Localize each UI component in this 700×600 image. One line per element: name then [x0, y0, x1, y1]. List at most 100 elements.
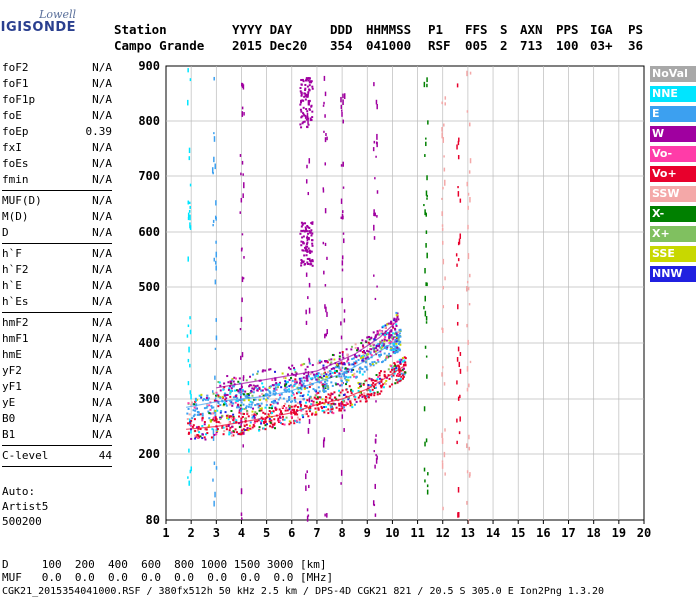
- trace-point: [274, 387, 277, 390]
- trace-point: [187, 422, 190, 425]
- trace-point: [379, 340, 382, 343]
- trace-point: [392, 349, 395, 352]
- trace-point: [282, 376, 285, 379]
- streak-point: [426, 77, 428, 83]
- trace-point: [314, 413, 317, 416]
- trace-point: [354, 346, 357, 349]
- block-point: [301, 249, 304, 252]
- trace-point: [346, 391, 349, 394]
- trace-point: [331, 399, 334, 402]
- trace-point: [261, 370, 264, 373]
- streak-point: [373, 450, 376, 453]
- trace-point: [289, 384, 292, 387]
- streak-point: [343, 428, 345, 432]
- trace-point: [232, 430, 235, 433]
- trace-point: [370, 378, 373, 381]
- streak-point: [376, 285, 378, 288]
- trace-point: [268, 390, 271, 393]
- trace-point: [187, 432, 190, 435]
- trace-point: [277, 420, 280, 423]
- param-value: N/A: [92, 396, 112, 409]
- trace-point: [240, 409, 243, 412]
- streak-point: [308, 357, 310, 361]
- block-point: [301, 122, 304, 125]
- trace-point: [336, 366, 339, 369]
- trace-point: [237, 422, 240, 425]
- trace-point: [392, 351, 395, 354]
- trace-point: [357, 389, 360, 392]
- trace-point: [254, 411, 257, 414]
- trace-point: [211, 412, 214, 415]
- legend-ssw: SSW: [650, 186, 696, 202]
- trace-point: [390, 368, 393, 371]
- trace-point: [253, 413, 256, 416]
- trace-point: [323, 380, 326, 383]
- trace-point: [295, 379, 298, 382]
- trace-point: [299, 383, 302, 386]
- y-tick-label: 400: [138, 336, 160, 350]
- streak-point: [442, 305, 445, 309]
- legend-w: W: [650, 126, 696, 142]
- trace-point: [238, 411, 241, 414]
- streak-point: [243, 112, 245, 116]
- trace-point: [335, 406, 338, 409]
- trace-point: [375, 344, 378, 347]
- streak-point: [342, 232, 345, 235]
- trace-point: [392, 338, 395, 341]
- trace-point: [373, 360, 376, 363]
- trace-point: [286, 389, 289, 392]
- trace-point: [224, 398, 227, 401]
- trace-point: [338, 355, 341, 358]
- trace-point: [364, 397, 367, 400]
- trace-point: [359, 367, 362, 370]
- streak-point: [443, 451, 446, 458]
- trace-point: [258, 387, 261, 390]
- streak-point: [426, 197, 428, 200]
- trace-point: [316, 396, 319, 399]
- block-point: [300, 225, 303, 228]
- streak-point: [466, 500, 468, 505]
- streak-point: [456, 380, 458, 385]
- trace-point: [293, 408, 296, 411]
- trace-point: [294, 379, 297, 382]
- trace-point: [235, 419, 238, 422]
- streak-point: [190, 393, 192, 400]
- param-name: B0: [2, 412, 16, 425]
- trace-point: [322, 375, 325, 378]
- distance-row: D 100 200 400 600 800 1000 1500 3000 [km…: [2, 558, 327, 571]
- trace-point: [223, 382, 226, 385]
- trace-point: [350, 390, 353, 393]
- trace-point: [252, 415, 255, 418]
- streak-point: [442, 186, 444, 190]
- param-value: N/A: [92, 295, 112, 308]
- trace-point: [248, 424, 251, 427]
- legend-sse: SSE: [650, 246, 696, 262]
- trace-point: [309, 373, 312, 376]
- trace-point: [193, 418, 196, 421]
- trace-point: [206, 432, 209, 435]
- param-name: foF2: [2, 61, 29, 74]
- trace-point: [362, 345, 365, 348]
- trace-point: [284, 380, 287, 383]
- streak-point: [305, 272, 308, 277]
- streak-point: [442, 258, 445, 265]
- streak-point: [343, 318, 346, 323]
- trace-point: [252, 385, 255, 388]
- trace-point: [227, 418, 230, 421]
- trace-point: [358, 370, 361, 373]
- block-point: [307, 263, 310, 266]
- trace-point: [245, 423, 248, 426]
- trace-point: [398, 332, 401, 335]
- block-point: [307, 247, 310, 250]
- block-point: [304, 94, 307, 97]
- trace-point: [217, 381, 220, 384]
- trace-point: [293, 419, 296, 422]
- x-tick-label: 18: [586, 526, 600, 540]
- trace-point: [339, 366, 342, 369]
- streak-point: [322, 439, 325, 444]
- trace-point: [191, 425, 194, 428]
- param-row-hes: h`Es N/A: [2, 294, 112, 310]
- trace-point: [291, 391, 294, 394]
- trace-point: [384, 382, 387, 385]
- trace-point: [306, 377, 309, 380]
